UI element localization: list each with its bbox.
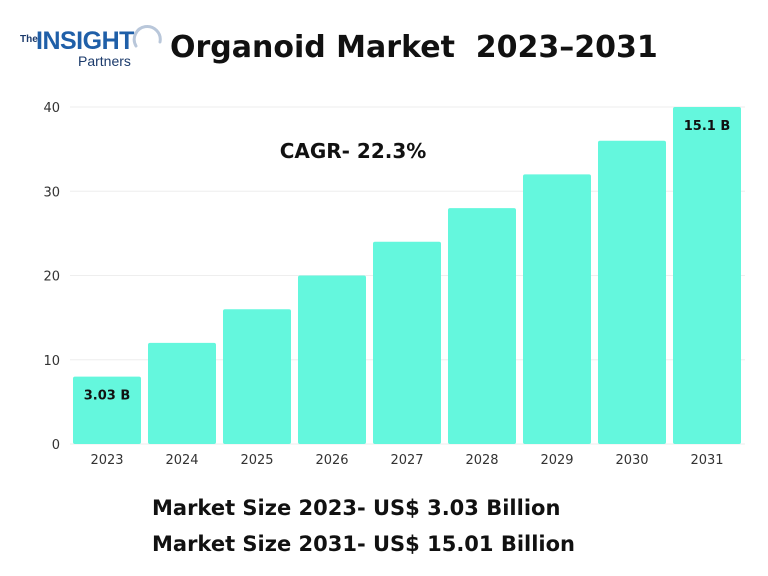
bar-2024 [148, 342, 216, 444]
page-title: Organoid Market 2023–2031 [170, 30, 658, 65]
logo-partners-text: Partners [78, 53, 131, 69]
brand-logo: The INSIGHT Partners [20, 22, 162, 72]
bar-2028 [448, 208, 516, 444]
y-tick-label: 0 [52, 438, 60, 453]
bar-2026 [298, 275, 366, 444]
x-tick-label-2027: 2027 [390, 453, 423, 468]
bar-2030 [598, 140, 666, 444]
y-tick-label: 10 [43, 354, 60, 369]
data-labels: 3.03 B 15.1 B [84, 119, 731, 404]
y-axis-ticks: 0 10 20 30 40 [43, 101, 60, 453]
bar-2029 [523, 174, 591, 444]
x-tick-label-2028: 2028 [465, 453, 498, 468]
cagr-annotation: CAGR- 22.3% [280, 139, 427, 163]
bar-2027 [373, 241, 441, 444]
logo-the-text: The [20, 34, 38, 45]
x-tick-label-2023: 2023 [90, 453, 123, 468]
bar-2031 [673, 107, 741, 444]
bars [73, 107, 741, 444]
x-tick-label-2025: 2025 [240, 453, 273, 468]
y-tick-label: 20 [43, 270, 60, 285]
x-tick-label-2024: 2024 [165, 453, 198, 468]
bar-2025 [223, 309, 291, 444]
data-label-2031: 15.1 B [684, 119, 731, 134]
data-label-2023: 3.03 B [84, 389, 131, 404]
x-tick-label-2031: 2031 [690, 453, 723, 468]
y-tick-label: 30 [43, 185, 60, 200]
logo-insight-text: INSIGHT [36, 27, 134, 55]
bar-2023 [73, 376, 141, 444]
y-tick-label: 40 [43, 101, 60, 116]
logo-arc-icon [132, 24, 162, 48]
x-tick-label-2026: 2026 [315, 453, 348, 468]
footer-market-size-2031: Market Size 2031- US$ 15.01 Billion [152, 532, 576, 556]
x-tick-label-2029: 2029 [540, 453, 573, 468]
footer-market-size-2023: Market Size 2023- US$ 3.03 Billion [152, 496, 561, 520]
x-axis-ticks: 2023 2024 2025 2026 2027 2028 2029 2030 2031 [90, 453, 723, 468]
x-tick-label-2030: 2030 [615, 453, 648, 468]
